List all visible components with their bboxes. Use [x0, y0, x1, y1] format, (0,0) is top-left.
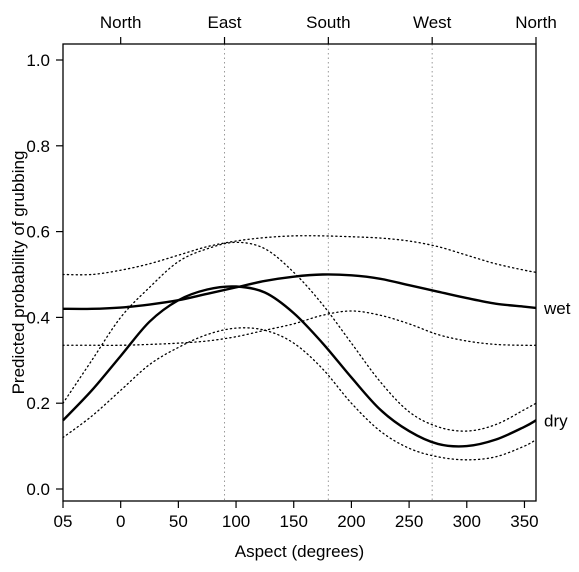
confidence-band-line-5	[62, 327, 537, 461]
top-axis: North East South West North	[100, 13, 557, 44]
x-tick-label: 350	[510, 512, 538, 531]
series-layer	[62, 235, 537, 461]
series-line-wet	[62, 273, 537, 311]
y-axis-title: Predicted probability of grubbing	[9, 151, 28, 395]
x-axis: 05 0 50 100 150 200 250 300 350	[54, 501, 539, 531]
top-tick-label: North	[515, 13, 557, 32]
plot-frame	[62, 43, 537, 502]
top-tick-label: East	[207, 13, 241, 32]
x-axis-title: Aspect (degrees)	[235, 542, 364, 561]
y-tick-label: 0.4	[26, 308, 50, 327]
y-tick-label: 0.8	[26, 137, 50, 156]
y-tick-label: 1.0	[26, 51, 50, 70]
x-tick-label: 50	[169, 512, 188, 531]
y-axis: 0.0 0.2 0.4 0.6 0.8 1.0	[26, 51, 63, 499]
y-tick-label: 0.2	[26, 394, 50, 413]
y-tick-label: 0.0	[26, 480, 50, 499]
series-line-dry	[62, 285, 537, 448]
x-tick-label: 250	[395, 512, 423, 531]
series-label-dry: dry	[544, 411, 568, 430]
x-tick-label: 300	[453, 512, 481, 531]
series-labels: wet dry	[543, 299, 571, 430]
top-tick-label: North	[100, 13, 142, 32]
confidence-band-line-4	[62, 241, 537, 432]
x-tick-label: 100	[222, 512, 250, 531]
top-tick-label: West	[413, 13, 452, 32]
x-tick-label: 0	[116, 512, 125, 531]
confidence-band-line-3	[62, 310, 537, 346]
x-tick-label: 05	[54, 512, 73, 531]
x-tick-label: 200	[337, 512, 365, 531]
top-tick-label: South	[306, 13, 350, 32]
y-tick-label: 0.6	[26, 223, 50, 242]
series-label-wet: wet	[543, 299, 571, 318]
confidence-band-line-2	[62, 235, 537, 276]
x-tick-label: 150	[280, 512, 308, 531]
reference-lines	[224, 44, 433, 501]
